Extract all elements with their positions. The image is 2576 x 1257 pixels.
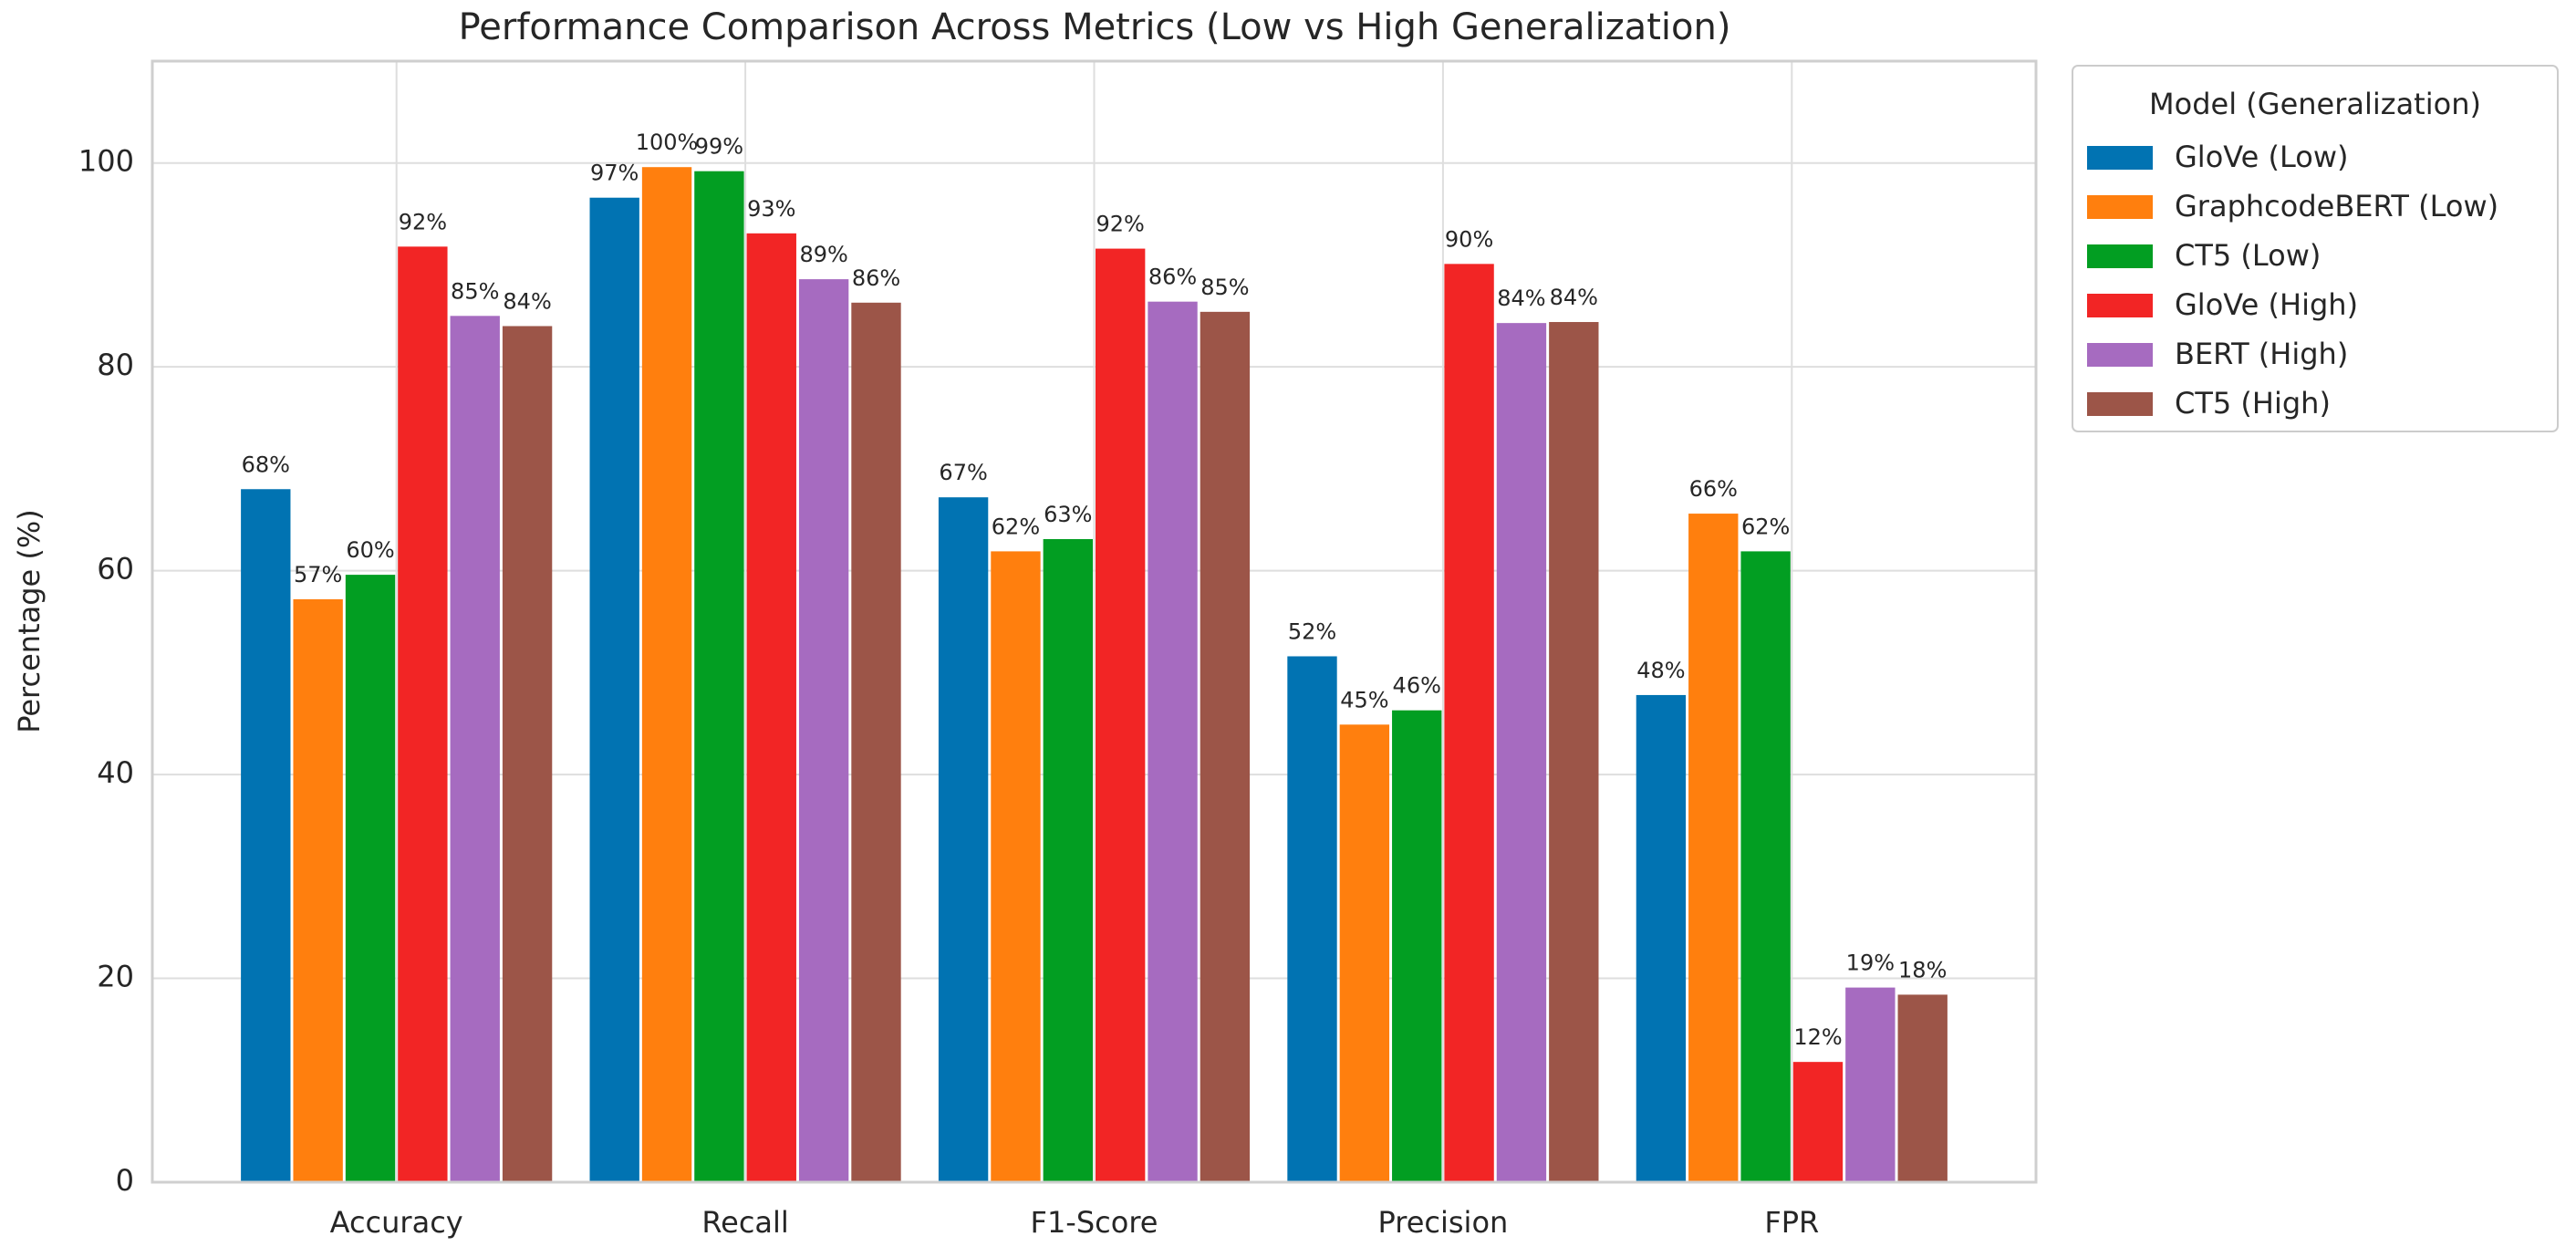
legend-label: CT5 (High): [2175, 386, 2331, 421]
bar: [241, 489, 291, 1182]
value-label: 86%: [1148, 265, 1197, 290]
value-label: 52%: [1288, 618, 1336, 644]
value-label: 66%: [1689, 476, 1738, 502]
legend-swatch: [2087, 392, 2153, 416]
value-label: 92%: [399, 209, 447, 234]
bar: [502, 326, 553, 1182]
value-label: 60%: [346, 537, 394, 563]
x-tick-label: Precision: [1378, 1205, 1509, 1240]
y-tick-label: 0: [116, 1163, 134, 1198]
bar: [991, 551, 1041, 1182]
bar: [589, 197, 639, 1182]
x-tick-label: Accuracy: [330, 1205, 463, 1240]
legend-title: Model (Generalization): [2149, 87, 2481, 121]
bar: [1740, 551, 1791, 1182]
bar: [641, 167, 692, 1182]
value-label: 84%: [1550, 285, 1598, 310]
bar: [345, 575, 396, 1182]
bar: [1845, 987, 1896, 1182]
value-label: 84%: [503, 288, 551, 314]
y-tick-label: 40: [97, 755, 134, 790]
value-label: 84%: [1497, 286, 1545, 311]
bar: [1792, 1062, 1844, 1182]
plot-border: [151, 59, 2038, 1184]
x-tick-label: Recall: [701, 1205, 788, 1240]
value-label: 100%: [636, 130, 699, 155]
bar: [1096, 248, 1146, 1182]
y-tick-label: 80: [97, 348, 134, 382]
bar: [1549, 322, 1599, 1182]
y-tick-label: 100: [78, 144, 134, 179]
value-label: 12%: [1793, 1024, 1842, 1050]
value-label: 68%: [242, 452, 290, 477]
legend-box: [2072, 65, 2559, 432]
value-label: 62%: [1741, 514, 1790, 539]
bar: [851, 302, 901, 1182]
bar: [694, 171, 744, 1183]
value-label: 99%: [695, 134, 743, 160]
value-label: 85%: [1200, 275, 1249, 300]
legend-swatch: [2087, 146, 2153, 170]
x-tick-label: FPR: [1764, 1205, 1819, 1240]
legend-swatch: [2087, 244, 2153, 268]
value-label: 62%: [992, 514, 1040, 539]
bar: [1897, 994, 1948, 1182]
value-label: 45%: [1340, 687, 1388, 712]
value-label: 48%: [1636, 658, 1685, 683]
bar: [1444, 264, 1494, 1182]
legend-swatch: [2087, 343, 2153, 367]
value-label: 67%: [939, 460, 987, 485]
legend-swatch: [2087, 195, 2153, 219]
bar: [1148, 301, 1198, 1182]
bar: [1043, 539, 1093, 1182]
bar: [798, 279, 849, 1182]
legend-label: GraphcodeBERT (Low): [2175, 189, 2498, 223]
legend-label: GloVe (Low): [2175, 140, 2349, 174]
x-tick-label: F1-Score: [1031, 1205, 1158, 1240]
legend-label: CT5 (Low): [2175, 238, 2321, 273]
bar: [746, 233, 796, 1182]
bar: [1496, 323, 1547, 1182]
bar: [293, 598, 343, 1182]
bar: [938, 497, 989, 1182]
legend-label: GloVe (High): [2175, 287, 2358, 322]
value-label: 93%: [747, 196, 795, 222]
y-axis-label: Percentage (%): [12, 509, 47, 733]
y-tick-label: 60: [97, 552, 134, 587]
bar: [450, 316, 500, 1182]
bar: [1636, 694, 1687, 1182]
bar: [1200, 311, 1251, 1182]
value-label: 86%: [852, 265, 900, 291]
value-label: 90%: [1445, 226, 1493, 252]
bar: [1392, 710, 1442, 1182]
value-label: 57%: [294, 562, 342, 587]
bar: [1287, 656, 1337, 1182]
value-label: 89%: [799, 242, 847, 267]
y-tick-label: 20: [97, 960, 134, 994]
value-label: 92%: [1096, 212, 1145, 237]
bar: [398, 246, 448, 1182]
legend-label: BERT (High): [2175, 337, 2348, 371]
legend-swatch: [2087, 294, 2153, 317]
value-label: 46%: [1393, 673, 1441, 699]
bar: [1688, 514, 1739, 1182]
value-label: 19%: [1846, 951, 1895, 976]
value-label: 18%: [1898, 957, 1947, 982]
value-label: 97%: [590, 161, 639, 186]
chart-title: Performance Comparison Across Metrics (L…: [459, 6, 1731, 48]
bar: [1339, 724, 1390, 1182]
value-label: 63%: [1044, 502, 1092, 527]
value-label: 85%: [451, 278, 499, 304]
